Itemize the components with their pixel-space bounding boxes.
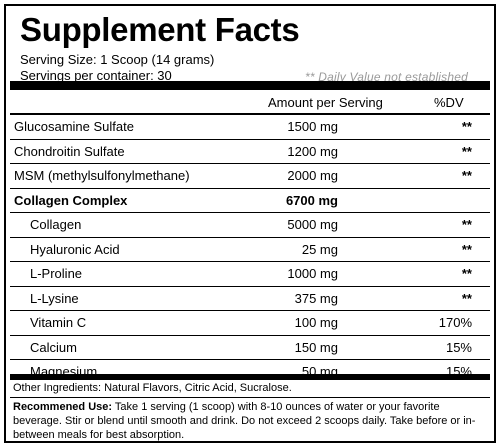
table-row: Calcium 150 mg 15% [10,336,490,360]
thick-divider-bottom [10,374,490,380]
recommended-use: Recommened Use: Take 1 serving (1 scoop)… [13,400,481,442]
table-row: Hyaluronic Acid 25 mg ** [10,238,490,262]
table-row: Glucosamine Sulfate 1500 mg ** [10,115,490,140]
amount-column-header: Amount per Serving [268,95,383,110]
nutrient-name: Hyaluronic Acid [30,241,120,257]
usage-divider [10,397,490,398]
nutrient-name: Collagen Complex [14,192,128,208]
table-row: MSM (methylsulfonylmethane) 2000 mg ** [10,164,490,189]
nutrient-dv: ** [461,290,472,306]
nutrient-amount: 100 mg [294,315,338,330]
nutrient-name: Vitamin C [30,315,87,330]
nutrient-dv: ** [461,119,472,134]
other-ingredients: Other Ingredients: Natural Flavors, Citr… [13,382,292,394]
nutrient-amount: 2000 mg [287,168,338,183]
nutrient-name: Calcium [30,339,77,355]
nutrient-dv: 170% [438,315,472,330]
nutrient-amount: 150 mg [294,339,338,355]
nutrient-name: L-Proline [30,266,83,281]
table-row-group-header: Collagen Complex 6700 mg [10,189,490,213]
nutrient-amount: 1200 mg [287,143,338,159]
table-row: Chondroitin Sulfate 1200 mg ** [10,140,490,164]
nutrient-dv: 15% [445,339,472,355]
nutrient-dv: ** [461,241,472,257]
table-row: Collagen 5000 mg ** [10,213,490,238]
supplement-facts-panel: Supplement Facts Serving Size: 1 Scoop (… [4,4,496,443]
servings-per-container: Servings per container: 30 [20,68,172,83]
nutrient-table: Glucosamine Sulfate 1500 mg ** Chondroit… [10,115,490,384]
recommended-use-text: Take 1 serving (1 scoop) with 8-10 ounce… [13,401,476,441]
thick-divider-top [10,81,490,90]
nutrient-amount: 5000 mg [287,217,338,232]
nutrient-dv: ** [461,168,472,183]
nutrient-amount: 375 mg [294,290,338,306]
table-row: Vitamin C 100 mg 170% [10,311,490,336]
table-row: L-Lysine 375 mg ** [10,287,490,311]
nutrient-name: Glucosamine Sulfate [14,119,134,134]
panel-title: Supplement Facts [20,11,300,48]
nutrient-dv: ** [461,143,472,159]
nutrient-name: L-Lysine [30,290,79,306]
nutrient-dv: ** [461,217,472,232]
nutrient-dv: ** [461,266,472,281]
nutrient-amount: 25 mg [301,241,338,257]
recommended-use-label: Recommened Use: [13,401,113,413]
nutrient-amount: 6700 mg [285,192,338,208]
serving-size: Serving Size: 1 Scoop (14 grams) [20,52,215,67]
nutrient-amount: 1000 mg [287,266,338,281]
nutrient-name: Chondroitin Sulfate [14,143,125,159]
nutrient-name: Collagen [30,217,82,232]
dv-column-header: %DV [434,95,464,110]
nutrient-amount: 1500 mg [287,119,338,134]
nutrient-name: MSM (methylsulfonylmethane) [14,168,190,183]
header-divider [10,113,490,115]
table-row: L-Proline 1000 mg ** [10,262,490,287]
daily-value-note: ** Daily Value not established [305,70,468,84]
